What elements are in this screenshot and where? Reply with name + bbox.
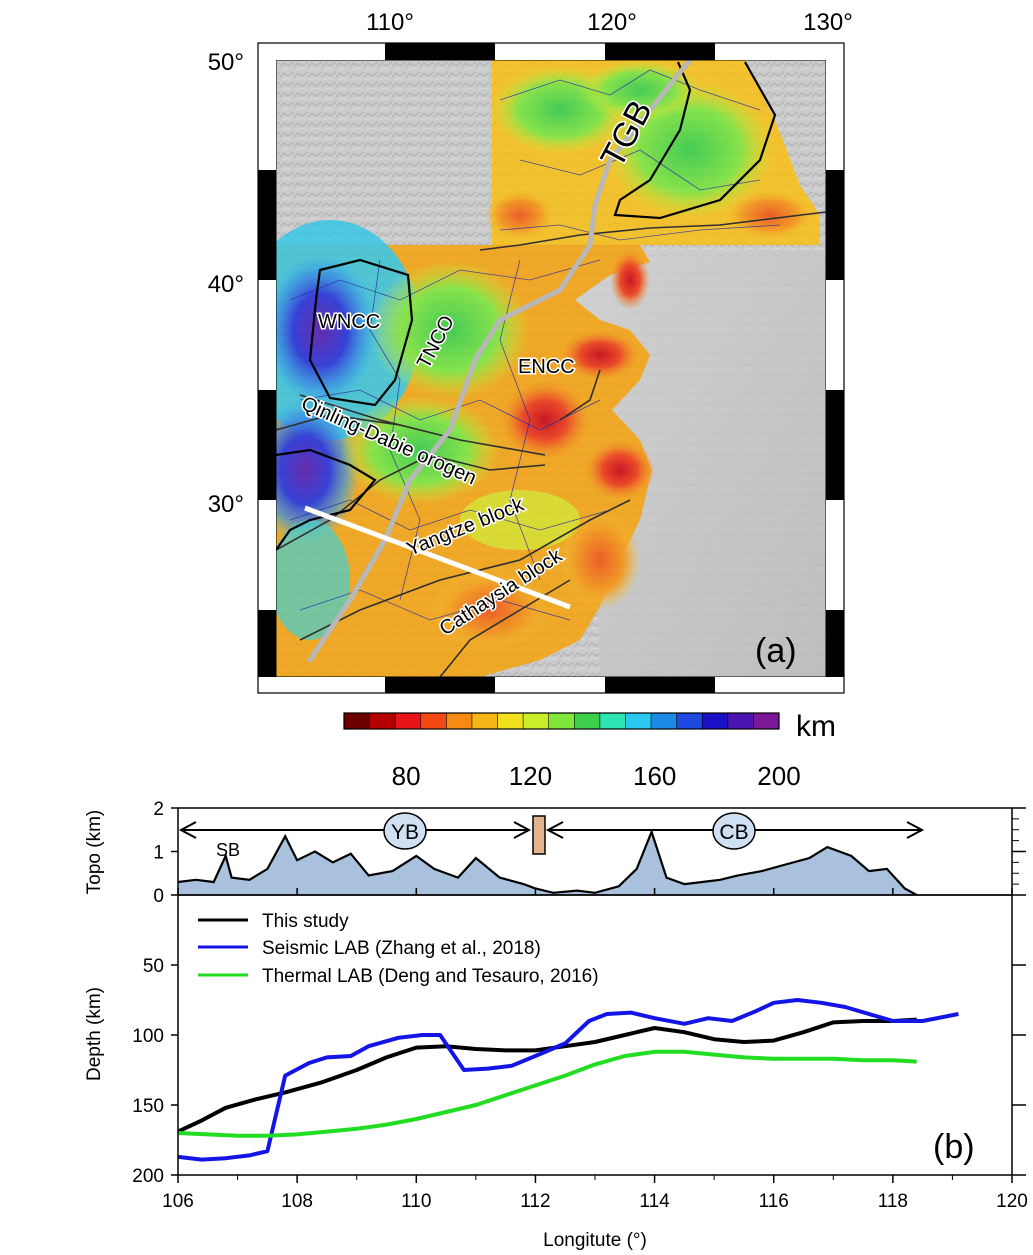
series-line-2 [178,1049,917,1138]
block-arrows: YB CB SB [178,812,925,860]
lat-tick-30: 30° [208,491,244,518]
xtick-label: 106 [162,1191,194,1212]
label-encc: ENCC [518,356,575,378]
topo-y-ticks: 0 1 2 [153,799,1026,907]
colorbar-segment [651,713,678,729]
lat-tick-50: 50° [208,49,244,76]
legend: This study Seismic LAB (Zhang et al., 20… [198,911,599,987]
cb-badge [712,812,756,850]
map-panel: TGB WNCC TNCO ENCC Qinling-Dabie orogen … [208,9,853,791]
topo-label-cb: CB [719,821,748,844]
lat-tick-40: 40° [208,271,244,298]
colorbar-segment [523,713,550,729]
xtick-label: 116 [759,1191,789,1212]
topo-ytick-label: 1 [153,843,164,864]
legend-label-seismic: Seismic LAB (Zhang et al., 2018) [262,938,541,959]
colorbar-segment [471,713,499,729]
topo-ytick-label: 0 [153,886,164,907]
legend-label-thermal: Thermal LAB (Deng and Tesauro, 2016) [262,966,599,987]
colorbar-segment [676,713,703,729]
colorbar-tick-labels: 80 120 160 200 [392,761,801,791]
lon-tick-110: 110° [366,9,414,36]
colorbar-segment [395,713,422,729]
colorbar-segment [369,713,396,729]
xtick-label: 108 [281,1191,313,1212]
panel-a-label: (a) [755,632,797,670]
map-frame-scalebar [258,43,844,693]
colorbar-tick-label: 200 [757,761,800,791]
label-wncc: WNCC [318,311,380,333]
xtick-label: 118 [878,1191,908,1212]
lon-tick-120: 120° [587,9,637,36]
craton-outlines [276,61,777,551]
colorbar-tick-label: 120 [509,761,552,791]
topo-label-sb: SB [216,840,240,860]
colorbar-tick-label: 80 [392,761,421,791]
panel-b-label: (b) [933,1128,975,1166]
xtick-label: 114 [639,1191,670,1212]
topo-label-yb: YB [391,821,419,844]
colorbar-segment [625,713,652,729]
xtick-label: 120 [996,1191,1028,1212]
depth-lines [178,998,959,1162]
colorbar-segment [548,713,575,729]
x-axis-label: Longitute (°) [543,1230,647,1251]
colorbar-segment [420,713,447,729]
xtick-label: 112 [520,1191,550,1212]
legend-label-this-study: This study [262,911,349,932]
colorbar [343,712,780,730]
depth-x-ticks: 106 108 110 112 114 116 118 120 [162,888,1028,1212]
depth-ytick-label: 150 [132,1096,164,1117]
yb-badge [383,812,427,850]
depth-ylabel: Depth (km) [84,987,105,1081]
series-line-1 [178,998,959,1162]
province-boundaries [289,69,781,621]
colorbar-segment [599,713,626,729]
colorbar-segment [753,713,780,729]
depth-y-ticks: 50 100 150 200 [132,956,1026,1187]
tectonic-boundaries [276,211,826,677]
depth-ytick-label: 100 [132,1026,164,1047]
colorbar-segment [497,713,524,729]
topo-ylabel: Topo (km) [84,810,105,894]
boundary-marker [532,815,546,855]
colorbar-unit: km [796,710,836,743]
topo-ytick-label: 2 [153,799,164,820]
colorbar-tick-label: 160 [633,761,676,791]
profile-line [304,505,571,610]
colorbar-segment [446,713,473,729]
depth-ytick-label: 200 [132,1166,164,1187]
colorbar-segment [574,713,601,729]
lon-tick-130: 130° [803,9,853,36]
topo-area [178,831,917,895]
xtick-label: 110 [401,1191,431,1212]
colorbar-segment [344,713,371,729]
depth-ytick-label: 50 [143,956,164,977]
lab-depth-field [276,60,826,677]
colorbar-frame [343,712,780,730]
colorbar-segment [702,713,729,729]
colorbar-segment [727,713,754,729]
